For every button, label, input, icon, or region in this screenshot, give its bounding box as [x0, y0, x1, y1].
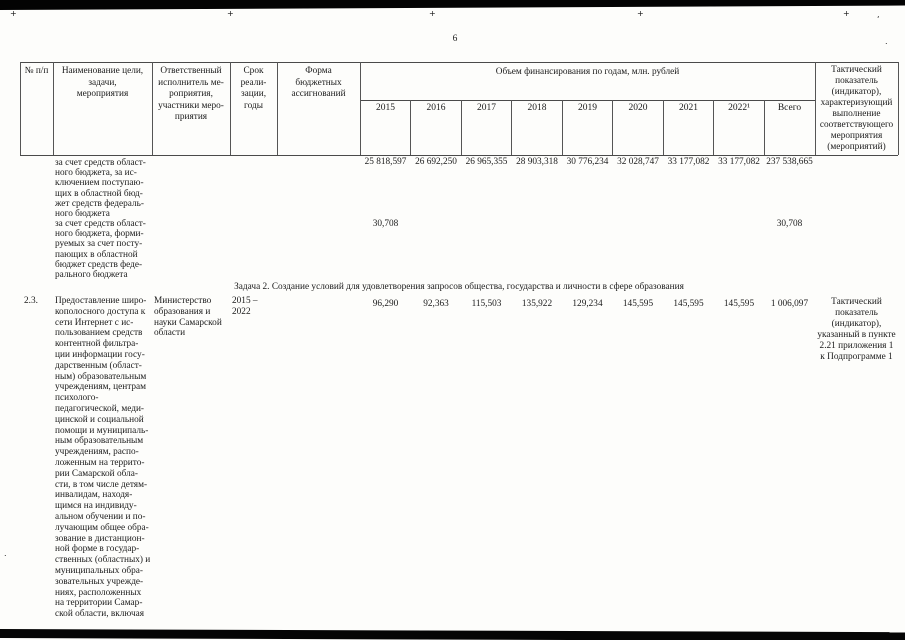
- header-year-2019: 2019: [578, 103, 597, 113]
- row-2-3-period: 2015 – 2022: [232, 296, 258, 317]
- value-cell: 28 903,318: [516, 157, 558, 167]
- table-border: [461, 100, 462, 155]
- value-cell: 25 818,597: [364, 157, 407, 167]
- value-cell: 92,363: [423, 299, 449, 309]
- table-border: [230, 62, 231, 155]
- value-cell: 30 776,234: [566, 157, 609, 167]
- page-number: 6: [452, 34, 458, 44]
- section-heading-task2: Задача 2. Создание условий для удовлетво…: [234, 282, 684, 292]
- value-cell: 115,503: [471, 299, 502, 309]
- registration-mark: +: [637, 9, 644, 18]
- header-financing-span: Объем финансирования по годам, млн. рубл…: [495, 67, 680, 77]
- header-col-period: Срок реали- зации, годы: [240, 66, 267, 111]
- value-cell: 1 006,097: [770, 299, 809, 309]
- value-cell: 145,595: [622, 299, 654, 309]
- row-budget-name: за счет средств област- ного бюджета, за…: [55, 158, 146, 220]
- table-border: [898, 62, 899, 155]
- table-border: [20, 62, 898, 63]
- header-col-num: № п/п: [24, 66, 49, 76]
- row-2-3-indicator: Тактический показатель (индикатор), указ…: [817, 297, 896, 362]
- value-cell: 129,234: [572, 299, 603, 309]
- header-col-indicator: Тактический показатель (индикатор), хара…: [819, 65, 894, 152]
- scan-speck: ,: [877, 10, 880, 19]
- registration-mark: +: [10, 9, 17, 18]
- scan-speck: .: [4, 549, 7, 558]
- value-cell: 26 965,355: [465, 157, 508, 167]
- table-border: [152, 62, 153, 155]
- table-border: [764, 100, 765, 155]
- value-cell: 32 028,747: [617, 157, 659, 167]
- table-border: [815, 62, 816, 155]
- header-year-2020: 2020: [628, 103, 648, 113]
- header-year-total: Всего: [777, 103, 802, 113]
- table-border: [53, 62, 54, 155]
- header-col-executor: Ответственный исполнитель ме- роприятия,…: [158, 66, 224, 122]
- table-border: [360, 100, 815, 101]
- value-cell: 96,290: [372, 299, 399, 309]
- header-year-2016: 2016: [426, 103, 446, 113]
- scan-edge-bottom: [0, 629, 905, 640]
- table-border: [511, 100, 512, 155]
- table-border: [713, 100, 714, 155]
- table-border: [277, 62, 278, 155]
- table-border: [20, 62, 21, 155]
- value-cell: 33 177,082: [667, 157, 710, 167]
- value-cell: 33 177,082: [718, 157, 760, 167]
- scan-speck: .: [885, 37, 888, 46]
- value-cell: 26 692,250: [415, 157, 457, 167]
- row-budget-federal-name: за счет средств област- ного бюджета, фо…: [55, 219, 146, 281]
- table-border: [663, 100, 664, 155]
- value-cell: 145,595: [723, 299, 755, 309]
- header-year-2015: 2015: [376, 103, 395, 113]
- registration-mark: +: [843, 9, 850, 18]
- table-border: [360, 62, 361, 155]
- table-border: [612, 100, 613, 155]
- value-cell: 145,595: [673, 299, 704, 309]
- scan-edge-top: [0, 0, 905, 10]
- table-border: [562, 100, 563, 155]
- value-cell: 30,708: [372, 219, 399, 229]
- header-year-2018: 2018: [527, 103, 547, 113]
- header-col-form: Форма бюджетных ассигнований: [291, 66, 346, 99]
- header-year-2022: 2022¹: [728, 103, 750, 113]
- value-cell: 237 538,665: [766, 157, 813, 167]
- row-2-3-executor: Министерство образования и науки Самарск…: [154, 296, 222, 339]
- registration-mark: +: [227, 9, 234, 18]
- value-cell: 30,708: [776, 219, 803, 229]
- registration-mark: +: [429, 9, 436, 18]
- header-year-2021: 2021: [679, 103, 698, 113]
- row-2-3-name: Предоставление широ- кополосного доступа…: [55, 296, 151, 620]
- table-border: [410, 100, 411, 155]
- value-cell: 135,922: [521, 299, 553, 309]
- header-year-2017: 2017: [477, 103, 496, 113]
- table-border: [20, 155, 898, 156]
- header-col-name: Наименование цели, задачи, мероприятия: [61, 66, 144, 99]
- row-2-3-number: 2.3.: [24, 296, 38, 306]
